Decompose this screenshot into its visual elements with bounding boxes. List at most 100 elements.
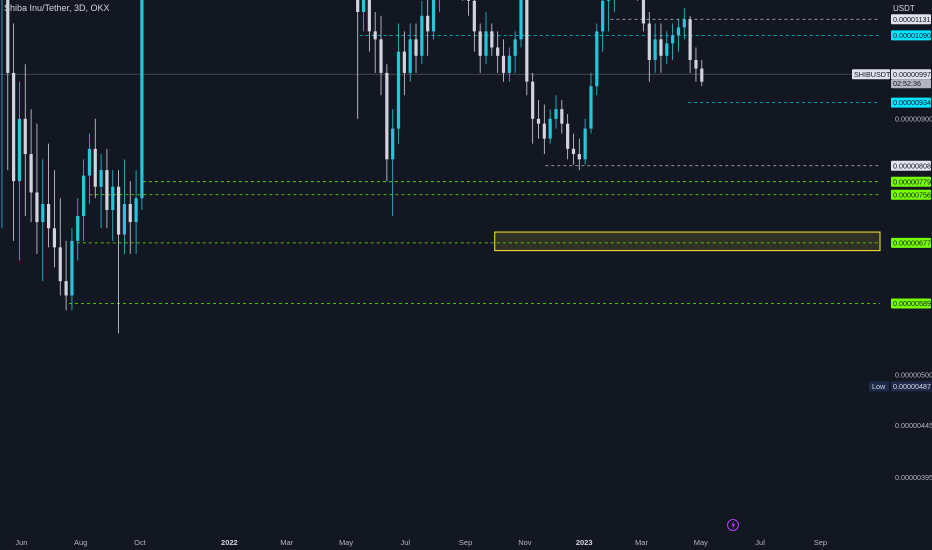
candle-body bbox=[496, 47, 500, 56]
candle bbox=[589, 72, 593, 134]
candle bbox=[431, 0, 436, 40]
candle bbox=[367, 0, 371, 52]
candle-body bbox=[70, 240, 74, 296]
low-value: 0.00000487 bbox=[893, 382, 931, 391]
candle bbox=[466, 0, 471, 16]
low-tag-bg bbox=[869, 381, 889, 392]
candle bbox=[52, 170, 57, 268]
candle-body bbox=[99, 170, 103, 187]
candle-body bbox=[676, 27, 681, 36]
candle-body bbox=[396, 51, 401, 129]
candle-body bbox=[536, 118, 541, 124]
high-low-layer: High0.00008887Low0.00000487 bbox=[869, 381, 931, 392]
time-tick-label: 2022 bbox=[221, 538, 238, 547]
price-label-green: 0.00000756 bbox=[891, 189, 931, 200]
candle-body bbox=[81, 175, 86, 217]
bolt-icon[interactable] bbox=[727, 519, 739, 531]
time-tick-label: Mar bbox=[280, 538, 293, 547]
candle-body bbox=[402, 51, 406, 73]
candle-body bbox=[128, 204, 132, 223]
price-label-layer: 0.000067730.000023270.000016880.00001438… bbox=[852, 14, 931, 309]
candle bbox=[12, 23, 16, 241]
price-label-text: 0.00000934 bbox=[893, 98, 931, 107]
candle bbox=[542, 104, 546, 155]
price-label-bg bbox=[891, 14, 931, 25]
candle-body bbox=[478, 31, 482, 56]
time-tick-label: Oct bbox=[134, 538, 147, 547]
candle bbox=[478, 23, 482, 73]
candle bbox=[571, 133, 576, 165]
support-zone bbox=[494, 231, 881, 252]
currency-label: USDT bbox=[893, 4, 915, 13]
time-tick-label: May bbox=[339, 538, 353, 547]
candle-body bbox=[29, 154, 33, 193]
price-label-text: 0.00000997 bbox=[893, 70, 931, 79]
candle-body bbox=[41, 204, 45, 223]
candle-body bbox=[356, 0, 360, 12]
candle bbox=[116, 170, 121, 334]
candle-layer bbox=[1, 0, 704, 334]
price-label-text: 0.00001090 bbox=[893, 31, 931, 40]
candle bbox=[81, 159, 86, 241]
candle bbox=[35, 123, 39, 254]
candle-body bbox=[577, 154, 581, 160]
candle bbox=[577, 138, 581, 171]
candle-body bbox=[700, 68, 704, 82]
candle-body bbox=[76, 216, 80, 241]
candle-body bbox=[525, 0, 529, 82]
price-label-text: 0.00001131 bbox=[893, 15, 930, 24]
candle bbox=[1, 0, 3, 229]
price-label-cyan: 0.00000934 bbox=[891, 97, 931, 108]
candle bbox=[519, 0, 523, 48]
candle bbox=[373, 12, 377, 73]
candle bbox=[595, 23, 599, 96]
candle bbox=[601, 0, 605, 52]
candle bbox=[391, 109, 395, 217]
candle bbox=[531, 72, 535, 144]
low-value-bg bbox=[891, 381, 931, 392]
candle-body bbox=[122, 204, 127, 235]
candle-body bbox=[466, 0, 471, 1]
time-tick-label: Mar bbox=[635, 538, 648, 547]
candle bbox=[420, 0, 424, 65]
price-label-text: 0.00000808 bbox=[893, 161, 931, 170]
candle-body bbox=[420, 15, 424, 56]
candle-body bbox=[361, 0, 366, 12]
candle-body bbox=[589, 86, 593, 129]
candle-body bbox=[554, 109, 558, 119]
candle bbox=[641, 0, 646, 32]
candle-body bbox=[513, 39, 517, 56]
price-label-bg bbox=[891, 69, 931, 80]
candle bbox=[560, 99, 564, 134]
candle bbox=[6, 0, 10, 171]
time-tick-label: 2023 bbox=[576, 538, 593, 547]
candle bbox=[99, 154, 103, 229]
candle-body bbox=[426, 15, 430, 32]
candle bbox=[361, 0, 366, 32]
price-label-cyan: 0.00001090 bbox=[891, 30, 931, 41]
candle bbox=[501, 39, 506, 82]
candle-body bbox=[12, 72, 16, 182]
candle-body bbox=[140, 0, 144, 199]
candle bbox=[647, 12, 651, 82]
candle bbox=[484, 12, 488, 65]
candle-body bbox=[414, 39, 418, 56]
candle-body bbox=[35, 192, 39, 223]
price-label-green: 0.00000589 bbox=[891, 298, 931, 309]
candle bbox=[671, 23, 675, 61]
candle bbox=[536, 99, 541, 139]
candle bbox=[688, 15, 692, 73]
candle bbox=[653, 23, 657, 73]
candle-body bbox=[64, 281, 68, 296]
time-tick-label: Nov bbox=[518, 538, 532, 547]
candle-body bbox=[548, 118, 552, 139]
symbol-badge: SHIBUSDT bbox=[854, 70, 891, 79]
candle bbox=[64, 240, 68, 311]
low-tag: Low bbox=[872, 382, 886, 391]
price-tick-label: 0.00000500 bbox=[895, 370, 932, 379]
candle bbox=[356, 0, 360, 119]
candle-body bbox=[52, 228, 57, 248]
time-tick-label: Jul bbox=[401, 538, 411, 547]
